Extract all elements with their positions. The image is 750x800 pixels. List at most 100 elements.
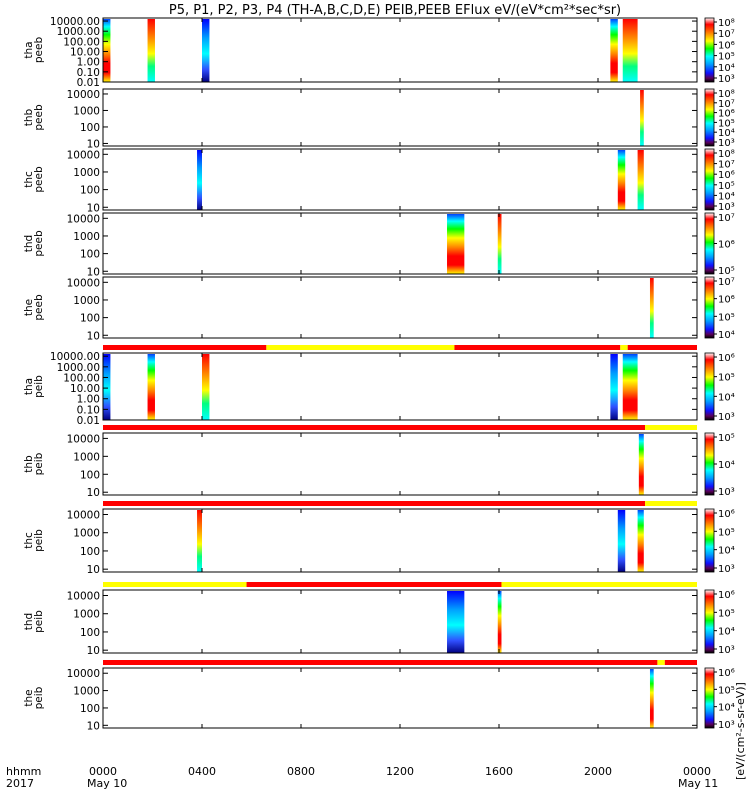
time-axis: hhmm 2017 May 10 May 11 0000 0400 0800 1200… (6, 765, 718, 790)
flag-segment (266, 345, 455, 350)
y-axis-title: peeb (33, 230, 45, 257)
y-axis-title: peib (33, 686, 45, 709)
colorbar-tick-label: 10⁵ (718, 52, 735, 63)
time-tick-label: 0000 (89, 765, 117, 778)
colorbar-tick-label: 10⁴ (718, 460, 735, 471)
panel-frame (102, 432, 698, 496)
flag-segment (501, 582, 697, 587)
y-tick-label: 10 (87, 720, 100, 732)
colorbar-tick-label: 10⁷ (718, 99, 735, 110)
flag-segment (103, 660, 658, 665)
data-burst (622, 19, 638, 82)
time-tick-label: 2000 (584, 765, 612, 778)
colorbar-tick-label: 10⁸ (718, 18, 735, 29)
y-axis-title: the (23, 299, 35, 316)
y-tick-label: 10 (87, 487, 100, 499)
y-tick-label: 10 (87, 138, 100, 150)
colorbar-tick-label: 10⁵ (718, 527, 735, 538)
data-burst (497, 214, 502, 274)
y-tick-label: 1000 (73, 105, 100, 117)
y-axis-title: thc (23, 532, 35, 549)
flag-segment (246, 582, 502, 587)
plot-title: P5, P1, P2, P3, P4 (TH-A,B,C,D,E) PEIB,P… (169, 3, 621, 18)
flag-segment (657, 660, 665, 665)
flag-segment (620, 345, 628, 350)
panel-frame (102, 17, 698, 83)
colorbar-tick-label: 10⁵ (718, 433, 735, 444)
flag-segment (103, 345, 267, 350)
y-tick-label: 10000 (67, 277, 100, 289)
colorbar-tick-label: 10³ (718, 202, 735, 213)
colorbar-tick-label: 10⁶ (718, 353, 735, 364)
colorbar-tick-label: 10⁷ (718, 213, 735, 224)
y-tick-label: 10000 (67, 89, 100, 101)
colorbar-tick-label: 10⁴ (718, 703, 735, 714)
y-tick-label: 1000 (73, 231, 100, 243)
y-tick-label: 1.00 (77, 394, 100, 406)
flag-segment (645, 501, 697, 506)
colorbar-tick-label: 10⁴ (718, 191, 735, 202)
y-tick-label: 0.01 (77, 415, 100, 427)
y-tick-label: 10000.00 (50, 351, 100, 363)
data-burst (610, 19, 618, 82)
y-axis-title: peeb (33, 37, 45, 64)
data-burst (637, 150, 644, 210)
data-burst (617, 510, 626, 572)
y-tick-label: 1000 (73, 167, 100, 179)
data-burst (649, 278, 654, 338)
y-axis-title: peeb (33, 294, 45, 321)
y-axis-title: thb (23, 455, 35, 473)
y-tick-label: 1000.00 (57, 362, 100, 374)
y-tick-label: 1000 (73, 451, 100, 463)
colorbar-tick-label: 10³ (718, 564, 735, 575)
y-tick-label: 10.00 (70, 383, 100, 395)
colorbar (704, 432, 715, 496)
y-tick-label: 1000 (73, 609, 100, 621)
y-tick-label: 0.10 (77, 67, 100, 79)
y-tick-label: 10 (87, 564, 100, 576)
colorbar-tick-label: 10⁶ (718, 509, 735, 520)
y-tick-label: 10.00 (70, 47, 100, 59)
y-tick-label: 100.00 (63, 372, 100, 384)
flag-segment (103, 582, 247, 587)
data-burst (637, 510, 644, 572)
colorbar-tick-label: 10⁵ (718, 181, 735, 192)
time-tick-label: 0000 (683, 765, 711, 778)
data-burst (447, 214, 465, 274)
colorbar-tick-label: 10⁶ (718, 40, 735, 51)
flag-segment (103, 501, 646, 506)
colorbar (704, 88, 715, 147)
y-tick-label: 1000 (73, 686, 100, 698)
colorbar-tick-label: 10⁸ (718, 89, 735, 100)
y-tick-label: 100 (80, 546, 100, 558)
y-tick-label: 1000.00 (57, 26, 100, 38)
colorbar-unit-label: [eV/(cm²-s-sr-eV)] (734, 682, 747, 780)
date-label-left: May 10 (87, 777, 127, 790)
panel-frame (102, 148, 698, 211)
y-tick-label: 100 (80, 249, 100, 261)
time-prefix-hhmm: hhmm (6, 765, 41, 778)
flag-segment (454, 345, 621, 350)
colorbar-tick-label: 10⁶ (718, 240, 735, 251)
y-tick-label: 10000 (67, 590, 100, 602)
colorbar-tick-label: 10⁵ (718, 312, 735, 323)
data-burst (147, 19, 155, 82)
colorbar-tick-label: 10⁷ (718, 160, 735, 171)
colorbar-tick-label: 10³ (718, 645, 735, 656)
flag-segment (103, 425, 646, 430)
panel-frame (102, 667, 698, 729)
colorbar-tick-label: 10⁵ (718, 685, 735, 696)
colorbar-tick-label: 10³ (718, 412, 735, 423)
y-tick-label: 10 (87, 645, 100, 657)
colorbar-tick-label: 10⁶ (718, 295, 735, 306)
y-axis-title: peib (33, 452, 45, 475)
colorbar-tick-label: 10⁶ (718, 590, 735, 601)
y-axis-title: tha (23, 41, 35, 58)
